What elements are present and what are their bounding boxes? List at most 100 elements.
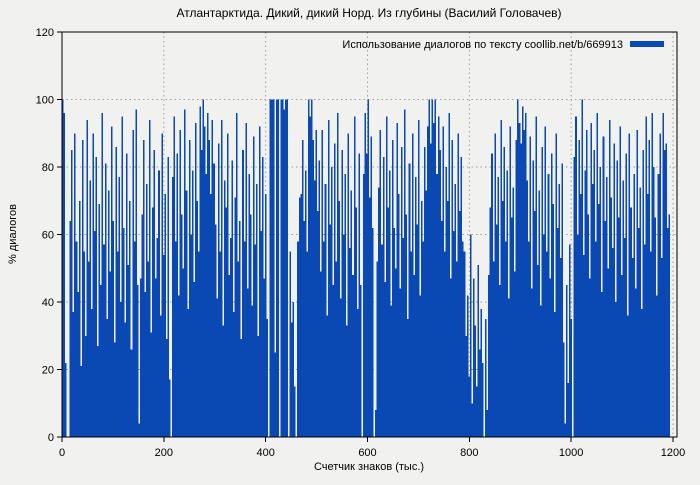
bar (124, 322, 127, 437)
bar (197, 251, 200, 437)
bar (549, 278, 551, 437)
bar (645, 116, 648, 437)
bar (355, 207, 357, 437)
bar (356, 308, 359, 437)
bar (277, 99, 279, 437)
bar (344, 173, 347, 437)
bar (570, 318, 573, 437)
bar (233, 312, 235, 437)
bar (553, 312, 556, 437)
bar (289, 251, 292, 437)
bar (274, 352, 276, 437)
bar (378, 187, 380, 437)
bar (459, 210, 461, 437)
bar (592, 183, 594, 437)
bar (74, 133, 76, 437)
bar (486, 410, 489, 437)
bar (89, 180, 92, 437)
bar (121, 116, 124, 437)
bar (508, 298, 510, 437)
bar (245, 123, 247, 437)
bar (546, 251, 548, 437)
bar (181, 214, 183, 437)
bar (72, 312, 75, 437)
bar (100, 285, 102, 437)
bar (129, 200, 131, 437)
bar (659, 133, 661, 437)
bar (75, 241, 78, 437)
bar (633, 173, 635, 437)
bar (535, 116, 538, 437)
bar (491, 153, 493, 437)
bar (281, 99, 284, 437)
bar (540, 305, 542, 437)
bar (578, 140, 580, 437)
bar (255, 183, 258, 437)
bar (341, 150, 344, 437)
bar (602, 136, 605, 437)
bar (622, 180, 625, 437)
bar (173, 116, 176, 437)
bar (71, 150, 73, 437)
bar (176, 153, 179, 437)
bar (63, 113, 66, 437)
bar (323, 241, 325, 437)
bar (335, 261, 337, 437)
bar (208, 140, 211, 437)
bar (482, 362, 484, 437)
bar (307, 99, 310, 437)
bar (171, 177, 174, 437)
bar (259, 126, 261, 437)
bar (503, 146, 505, 437)
bar (468, 376, 470, 437)
bar (175, 241, 177, 437)
bar (405, 214, 408, 437)
bar (566, 285, 568, 437)
bar (234, 197, 237, 437)
bar (110, 126, 113, 437)
bar (538, 190, 541, 437)
bar (317, 210, 319, 437)
bar (393, 227, 395, 437)
bar (230, 237, 232, 437)
bar (648, 140, 651, 437)
bar (596, 113, 599, 437)
bar (306, 251, 308, 437)
bar (489, 207, 492, 437)
legend-swatch (630, 41, 664, 47)
bar (657, 173, 660, 437)
bar (194, 123, 197, 437)
x-tick-label: 0 (59, 447, 65, 459)
bar (410, 251, 412, 437)
x-tick-label: 400 (256, 447, 274, 459)
bar (211, 119, 214, 437)
bar (443, 251, 446, 437)
bar (634, 288, 637, 437)
bar (147, 261, 150, 437)
bar (158, 170, 160, 437)
bar (109, 271, 111, 437)
bar (512, 187, 515, 437)
bar (449, 278, 452, 437)
bar (387, 207, 389, 437)
bar (523, 129, 525, 437)
bar (388, 170, 391, 437)
bar (462, 241, 464, 437)
bar (237, 261, 240, 437)
bar (149, 119, 151, 437)
x-tick-label: 200 (155, 447, 173, 459)
bar (199, 106, 202, 437)
bar (236, 113, 238, 437)
bar (84, 335, 87, 437)
bar (136, 285, 139, 437)
bar (630, 207, 632, 437)
bar (231, 160, 234, 437)
bar (576, 234, 579, 437)
bar (579, 194, 582, 437)
bar (431, 99, 434, 437)
bar (501, 200, 504, 437)
bar (509, 126, 512, 437)
bar (607, 268, 609, 437)
bar (407, 318, 409, 437)
bar (425, 190, 428, 437)
